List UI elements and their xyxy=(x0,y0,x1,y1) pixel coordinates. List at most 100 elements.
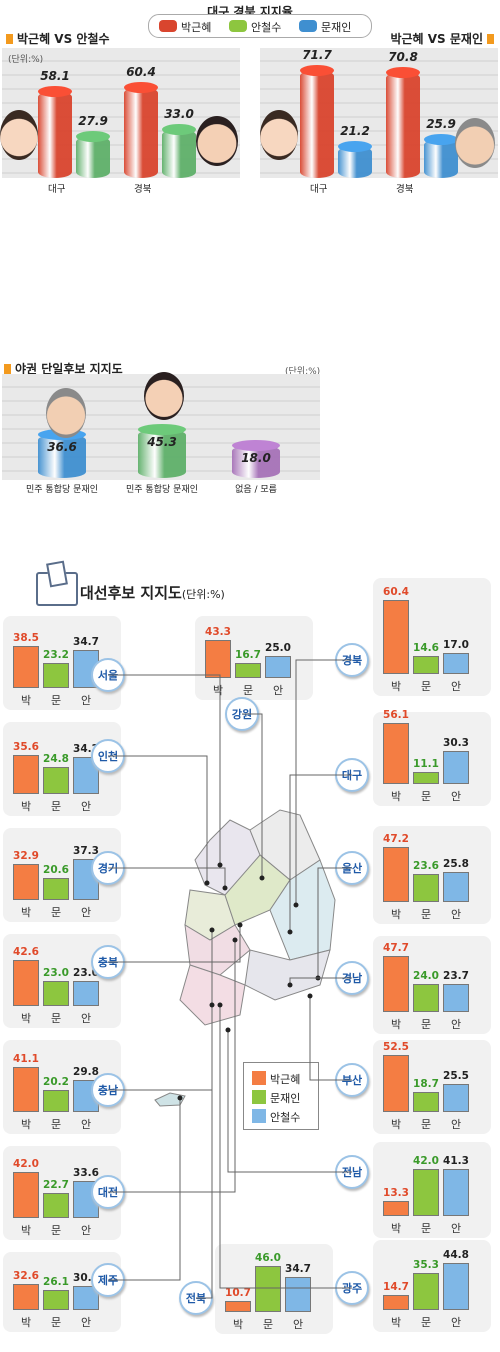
axis-label: 문 xyxy=(420,1222,432,1235)
axis-label: 문 xyxy=(420,1118,432,1131)
data-label: 37.3 xyxy=(73,845,99,858)
bar-top xyxy=(338,141,372,153)
data-label: 35.3 xyxy=(413,1259,439,1272)
axis-label: 안 xyxy=(450,1018,462,1031)
region-bar xyxy=(413,771,439,784)
region-bar xyxy=(443,1169,469,1216)
jeju-island xyxy=(154,1092,186,1107)
bar-top xyxy=(424,134,458,146)
region-bar xyxy=(383,1200,409,1216)
axis-label: 안 xyxy=(80,1118,92,1131)
jeonnam-region xyxy=(179,964,246,1026)
axis-label: 박 xyxy=(20,906,32,919)
data-label: 43.3 xyxy=(205,626,231,639)
data-label: 22.7 xyxy=(43,1179,69,1192)
region-bar xyxy=(443,653,469,674)
data-label: 56.1 xyxy=(383,709,409,722)
category-label: 경북 xyxy=(396,184,414,195)
data-label: 70.8 xyxy=(388,49,418,64)
map-legend: 박근혜 문재인 안철수 xyxy=(243,1062,319,1130)
data-label: 25.9 xyxy=(426,117,456,132)
axis-label: 박 xyxy=(390,1222,402,1235)
legend-label: 박근혜 xyxy=(181,21,212,34)
bar-top xyxy=(38,85,72,97)
legend-label: 문재인 xyxy=(270,1092,301,1105)
data-label: 38.5 xyxy=(13,632,39,645)
data-label: 17.0 xyxy=(443,639,469,652)
data-label: 30.3 xyxy=(443,737,469,750)
axis-label: 안 xyxy=(80,694,92,707)
park-caricature xyxy=(260,110,298,160)
data-label: 41.3 xyxy=(443,1155,469,1168)
axis-label: 안 xyxy=(450,1316,462,1329)
region-bar xyxy=(443,1084,469,1112)
bar-top xyxy=(124,82,158,94)
axis-label: 안 xyxy=(80,800,92,813)
left-title: 박근혜 VS 안철수 xyxy=(6,30,110,47)
data-label: 58.1 xyxy=(40,68,70,83)
bar-top xyxy=(138,423,186,435)
region-bar xyxy=(43,767,69,794)
data-label: 52.5 xyxy=(383,1040,409,1053)
axis-label: 문 xyxy=(420,1316,432,1329)
region-label: 강원 xyxy=(225,697,259,731)
axis-label: 박 xyxy=(20,1012,32,1025)
legend-ahn-swatch xyxy=(252,1109,266,1123)
axis-label: 문 xyxy=(50,694,62,707)
region-label: 광주 xyxy=(335,1271,369,1305)
axis-label: 안 xyxy=(450,790,462,803)
data-label: 33.6 xyxy=(73,1167,99,1180)
data-label: 14.7 xyxy=(383,1280,409,1293)
data-label: 14.6 xyxy=(413,641,439,654)
data-label: 32.6 xyxy=(13,1270,39,1283)
axis-label: 안 xyxy=(80,906,92,919)
region-bar xyxy=(13,864,39,900)
region-bar xyxy=(413,874,439,902)
axis-label: 문 xyxy=(50,800,62,813)
axis-label: 안 xyxy=(272,684,284,697)
region-bar xyxy=(13,1172,39,1218)
bar xyxy=(124,87,158,178)
region-bar xyxy=(43,1193,69,1218)
bar-top xyxy=(232,440,280,452)
data-label: 25.5 xyxy=(443,1070,469,1083)
axis-label: 안 xyxy=(292,1318,304,1331)
axis-label: 안 xyxy=(450,908,462,921)
data-label: 41.1 xyxy=(13,1053,39,1066)
region-bar xyxy=(73,1286,99,1310)
data-label: 35.6 xyxy=(13,741,39,754)
bar xyxy=(38,434,86,478)
axis-label: 안 xyxy=(80,1224,92,1237)
region-bar xyxy=(205,640,231,678)
axis-label: 문 xyxy=(420,1018,432,1031)
data-label: 25.8 xyxy=(443,857,469,870)
legend-label: 안철수 xyxy=(251,21,282,34)
region-bar xyxy=(383,723,409,784)
region-bar xyxy=(43,981,69,1006)
axis-label: 박 xyxy=(20,800,32,813)
category-label: 민주 통합당 문재인 xyxy=(126,485,198,495)
axis-label: 박 xyxy=(20,694,32,707)
region-bar xyxy=(443,871,469,902)
axis-label: 박 xyxy=(20,1316,32,1329)
legend-label: 문재인 xyxy=(321,21,352,34)
data-label: 25.0 xyxy=(265,642,291,655)
region-bar xyxy=(13,959,39,1006)
bar xyxy=(76,136,110,178)
bar xyxy=(38,90,72,178)
category-label: 대구 xyxy=(310,184,328,195)
axis-label: 문 xyxy=(262,1318,274,1331)
mid-unit: (단위:%) xyxy=(285,367,321,377)
axis-label: 문 xyxy=(50,1012,62,1025)
data-label: 23.6 xyxy=(413,860,439,873)
region-bar xyxy=(225,1301,251,1312)
region-bar xyxy=(73,981,99,1006)
region-label: 전남 xyxy=(335,1155,369,1189)
ahn-caricature xyxy=(196,116,238,166)
region-bar xyxy=(413,1273,439,1310)
data-label: 23.7 xyxy=(443,970,469,983)
bar xyxy=(300,70,334,178)
top-legend: 박근혜 안철수 문재인 xyxy=(148,14,372,38)
axis-label: 박 xyxy=(212,684,224,697)
ahn-caricature xyxy=(144,372,184,420)
